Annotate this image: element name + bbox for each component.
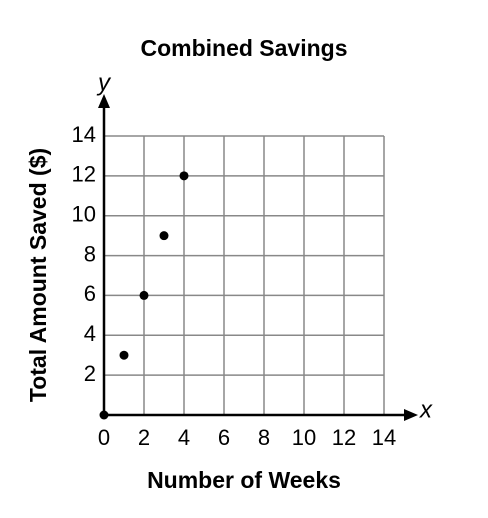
data-point [159, 231, 169, 241]
x-tick-label: 4 [178, 425, 190, 450]
y-tick-label: 10 [72, 202, 96, 227]
x-tick-label: 6 [218, 425, 230, 450]
x-tick-label: 8 [258, 425, 270, 450]
x-axis-arrow [404, 409, 418, 421]
chart-title: Combined Savings [140, 35, 347, 61]
x-axis-symbol: x [419, 396, 433, 423]
x-axis-label: Number of Weeks [147, 467, 341, 493]
y-tick-label: 4 [84, 321, 96, 346]
y-tick-label: 2 [84, 361, 96, 386]
y-tick-label: 12 [72, 162, 96, 187]
y-tick-label: 14 [72, 122, 96, 147]
data-point [99, 410, 109, 420]
x-tick-label: 12 [332, 425, 356, 450]
data-point [119, 350, 129, 360]
data-point [139, 290, 149, 300]
y-axis-label: Total Amount Saved ($) [25, 148, 51, 402]
x-tick-label: 10 [292, 425, 316, 450]
x-tick-label: 2 [138, 425, 150, 450]
y-tick-label: 6 [84, 281, 96, 306]
y-axis-arrow [98, 94, 110, 108]
x-tick-label: 14 [372, 425, 396, 450]
y-axis-symbol: y [96, 69, 112, 96]
y-tick-label: 8 [84, 241, 96, 266]
data-point [179, 171, 189, 181]
x-tick-label: 0 [98, 425, 110, 450]
